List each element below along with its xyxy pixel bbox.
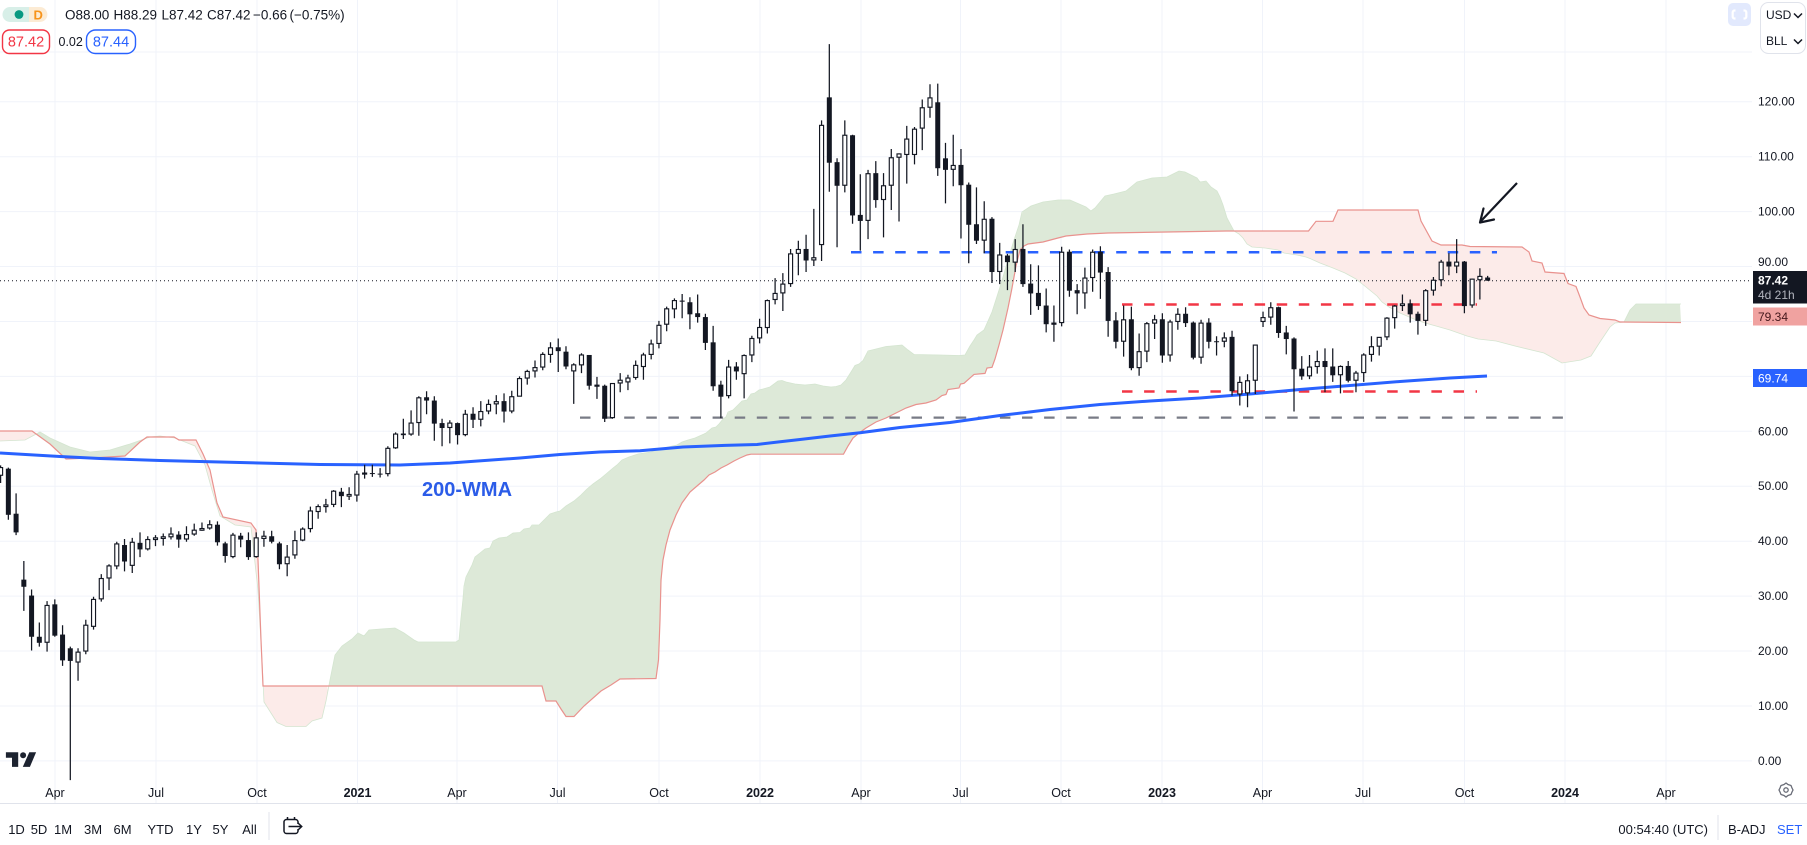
svg-text:Oct: Oct: [1455, 786, 1475, 800]
svg-text:Oct: Oct: [247, 786, 267, 800]
svg-text:5Y: 5Y: [213, 822, 229, 837]
svg-text:20.00: 20.00: [1758, 644, 1788, 658]
svg-text:2022: 2022: [746, 786, 774, 800]
svg-text:Oct: Oct: [1051, 786, 1071, 800]
svg-text:Apr: Apr: [1656, 786, 1675, 800]
svg-text:0.02: 0.02: [59, 35, 83, 49]
svg-text:87.44: 87.44: [93, 35, 129, 51]
svg-text:120.00: 120.00: [1758, 95, 1795, 109]
svg-text:50.00: 50.00: [1758, 479, 1788, 493]
svg-text:BLL: BLL: [1766, 34, 1788, 48]
svg-text:100.00: 100.00: [1758, 205, 1795, 219]
svg-text:6M: 6M: [113, 822, 131, 837]
svg-text:Jul: Jul: [550, 786, 566, 800]
svg-text:Jul: Jul: [1355, 786, 1371, 800]
svg-text:3M: 3M: [84, 822, 102, 837]
svg-text:YTD: YTD: [148, 822, 174, 837]
svg-text:0.00: 0.00: [1758, 754, 1782, 768]
svg-text:1Y: 1Y: [186, 822, 202, 837]
svg-text:B-ADJ: B-ADJ: [1728, 822, 1766, 837]
svg-text:69.74: 69.74: [1758, 372, 1788, 386]
svg-text:SET: SET: [1777, 822, 1802, 837]
svg-text:2024: 2024: [1551, 786, 1579, 800]
svg-text:Apr: Apr: [1253, 786, 1272, 800]
svg-text:87.42: 87.42: [8, 35, 44, 51]
svg-text:5D: 5D: [31, 822, 48, 837]
svg-text:USD: USD: [1766, 8, 1792, 22]
svg-text:90.00: 90.00: [1758, 255, 1788, 269]
svg-text:1M: 1M: [54, 822, 72, 837]
svg-text:110.00: 110.00: [1758, 150, 1794, 164]
svg-text:2023: 2023: [1148, 786, 1176, 800]
svg-text:87.42: 87.42: [1758, 274, 1788, 288]
svg-text:60.00: 60.00: [1758, 424, 1788, 438]
svg-text:30.00: 30.00: [1758, 589, 1788, 603]
svg-text:Jul: Jul: [953, 786, 969, 800]
svg-text:00:54:40 (UTC): 00:54:40 (UTC): [1618, 822, 1708, 837]
svg-text:1D: 1D: [8, 822, 25, 837]
svg-text:Jul: Jul: [148, 786, 164, 800]
svg-text:D: D: [34, 8, 43, 23]
svg-text:Apr: Apr: [851, 786, 870, 800]
svg-text:4d 21h: 4d 21h: [1758, 288, 1795, 302]
svg-text:Apr: Apr: [447, 786, 466, 800]
svg-text:10.00: 10.00: [1758, 699, 1788, 713]
svg-text:79.34: 79.34: [1758, 310, 1788, 324]
svg-text:200-WMA: 200-WMA: [422, 479, 512, 501]
svg-text:2021: 2021: [344, 786, 372, 800]
svg-text:Apr: Apr: [45, 786, 64, 800]
svg-text:40.00: 40.00: [1758, 534, 1788, 548]
svg-text:Oct: Oct: [649, 786, 669, 800]
svg-text:All: All: [242, 822, 257, 837]
